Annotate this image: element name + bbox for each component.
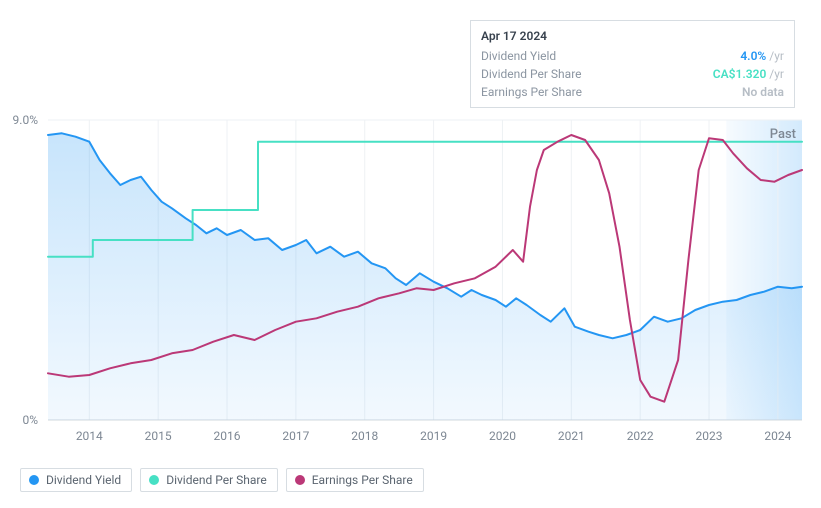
x-tick-label: 2016	[214, 429, 241, 443]
x-tick-label: 2014	[76, 429, 103, 443]
line-dividend-per-share	[48, 142, 802, 257]
legend-label: Earnings Per Share	[312, 473, 413, 487]
y-tick-label: 0%	[22, 413, 38, 427]
legend-label: Dividend Yield	[46, 473, 121, 487]
legend-swatch	[295, 475, 305, 485]
tooltip-row-value: CA$1.320/yr	[713, 65, 784, 83]
legend-label: Dividend Per Share	[166, 473, 267, 487]
tooltip-row-label: Dividend Yield	[481, 47, 556, 65]
tooltip-date: Apr 17 2024	[481, 27, 784, 45]
tooltip-row: Dividend Per Share CA$1.320/yr	[481, 65, 784, 83]
chart-legend: Dividend Yield Dividend Per Share Earnings…	[20, 468, 424, 492]
x-tick-label: 2020	[489, 429, 516, 443]
y-tick-label: 9.0%	[13, 113, 39, 127]
x-tick-label: 2018	[351, 429, 378, 443]
tooltip-row-value: No data	[742, 83, 784, 101]
tooltip-row-label: Earnings Per Share	[481, 83, 582, 101]
x-tick-label: 2015	[145, 429, 172, 443]
x-tick-label: 2024	[764, 429, 791, 443]
tooltip-row: Earnings Per Share No data	[481, 83, 784, 101]
tooltip-row: Dividend Yield 4.0%/yr	[481, 47, 784, 65]
x-tick-label: 2019	[420, 429, 447, 443]
legend-swatch	[29, 475, 39, 485]
legend-swatch	[149, 475, 159, 485]
legend-item[interactable]: Dividend Per Share	[140, 468, 278, 492]
x-tick-label: 2017	[282, 429, 309, 443]
legend-item[interactable]: Dividend Yield	[20, 468, 132, 492]
past-label: Past	[770, 127, 796, 142]
chart-tooltip: Apr 17 2024 Dividend Yield4.0%/yrDividen…	[470, 20, 795, 108]
legend-item[interactable]: Earnings Per Share	[286, 468, 424, 492]
x-tick-label: 2022	[627, 429, 654, 443]
x-tick-label: 2021	[558, 429, 585, 443]
tooltip-row-label: Dividend Per Share	[481, 65, 582, 83]
tooltip-row-value: 4.0%/yr	[740, 47, 784, 65]
x-tick-label: 2023	[696, 429, 723, 443]
